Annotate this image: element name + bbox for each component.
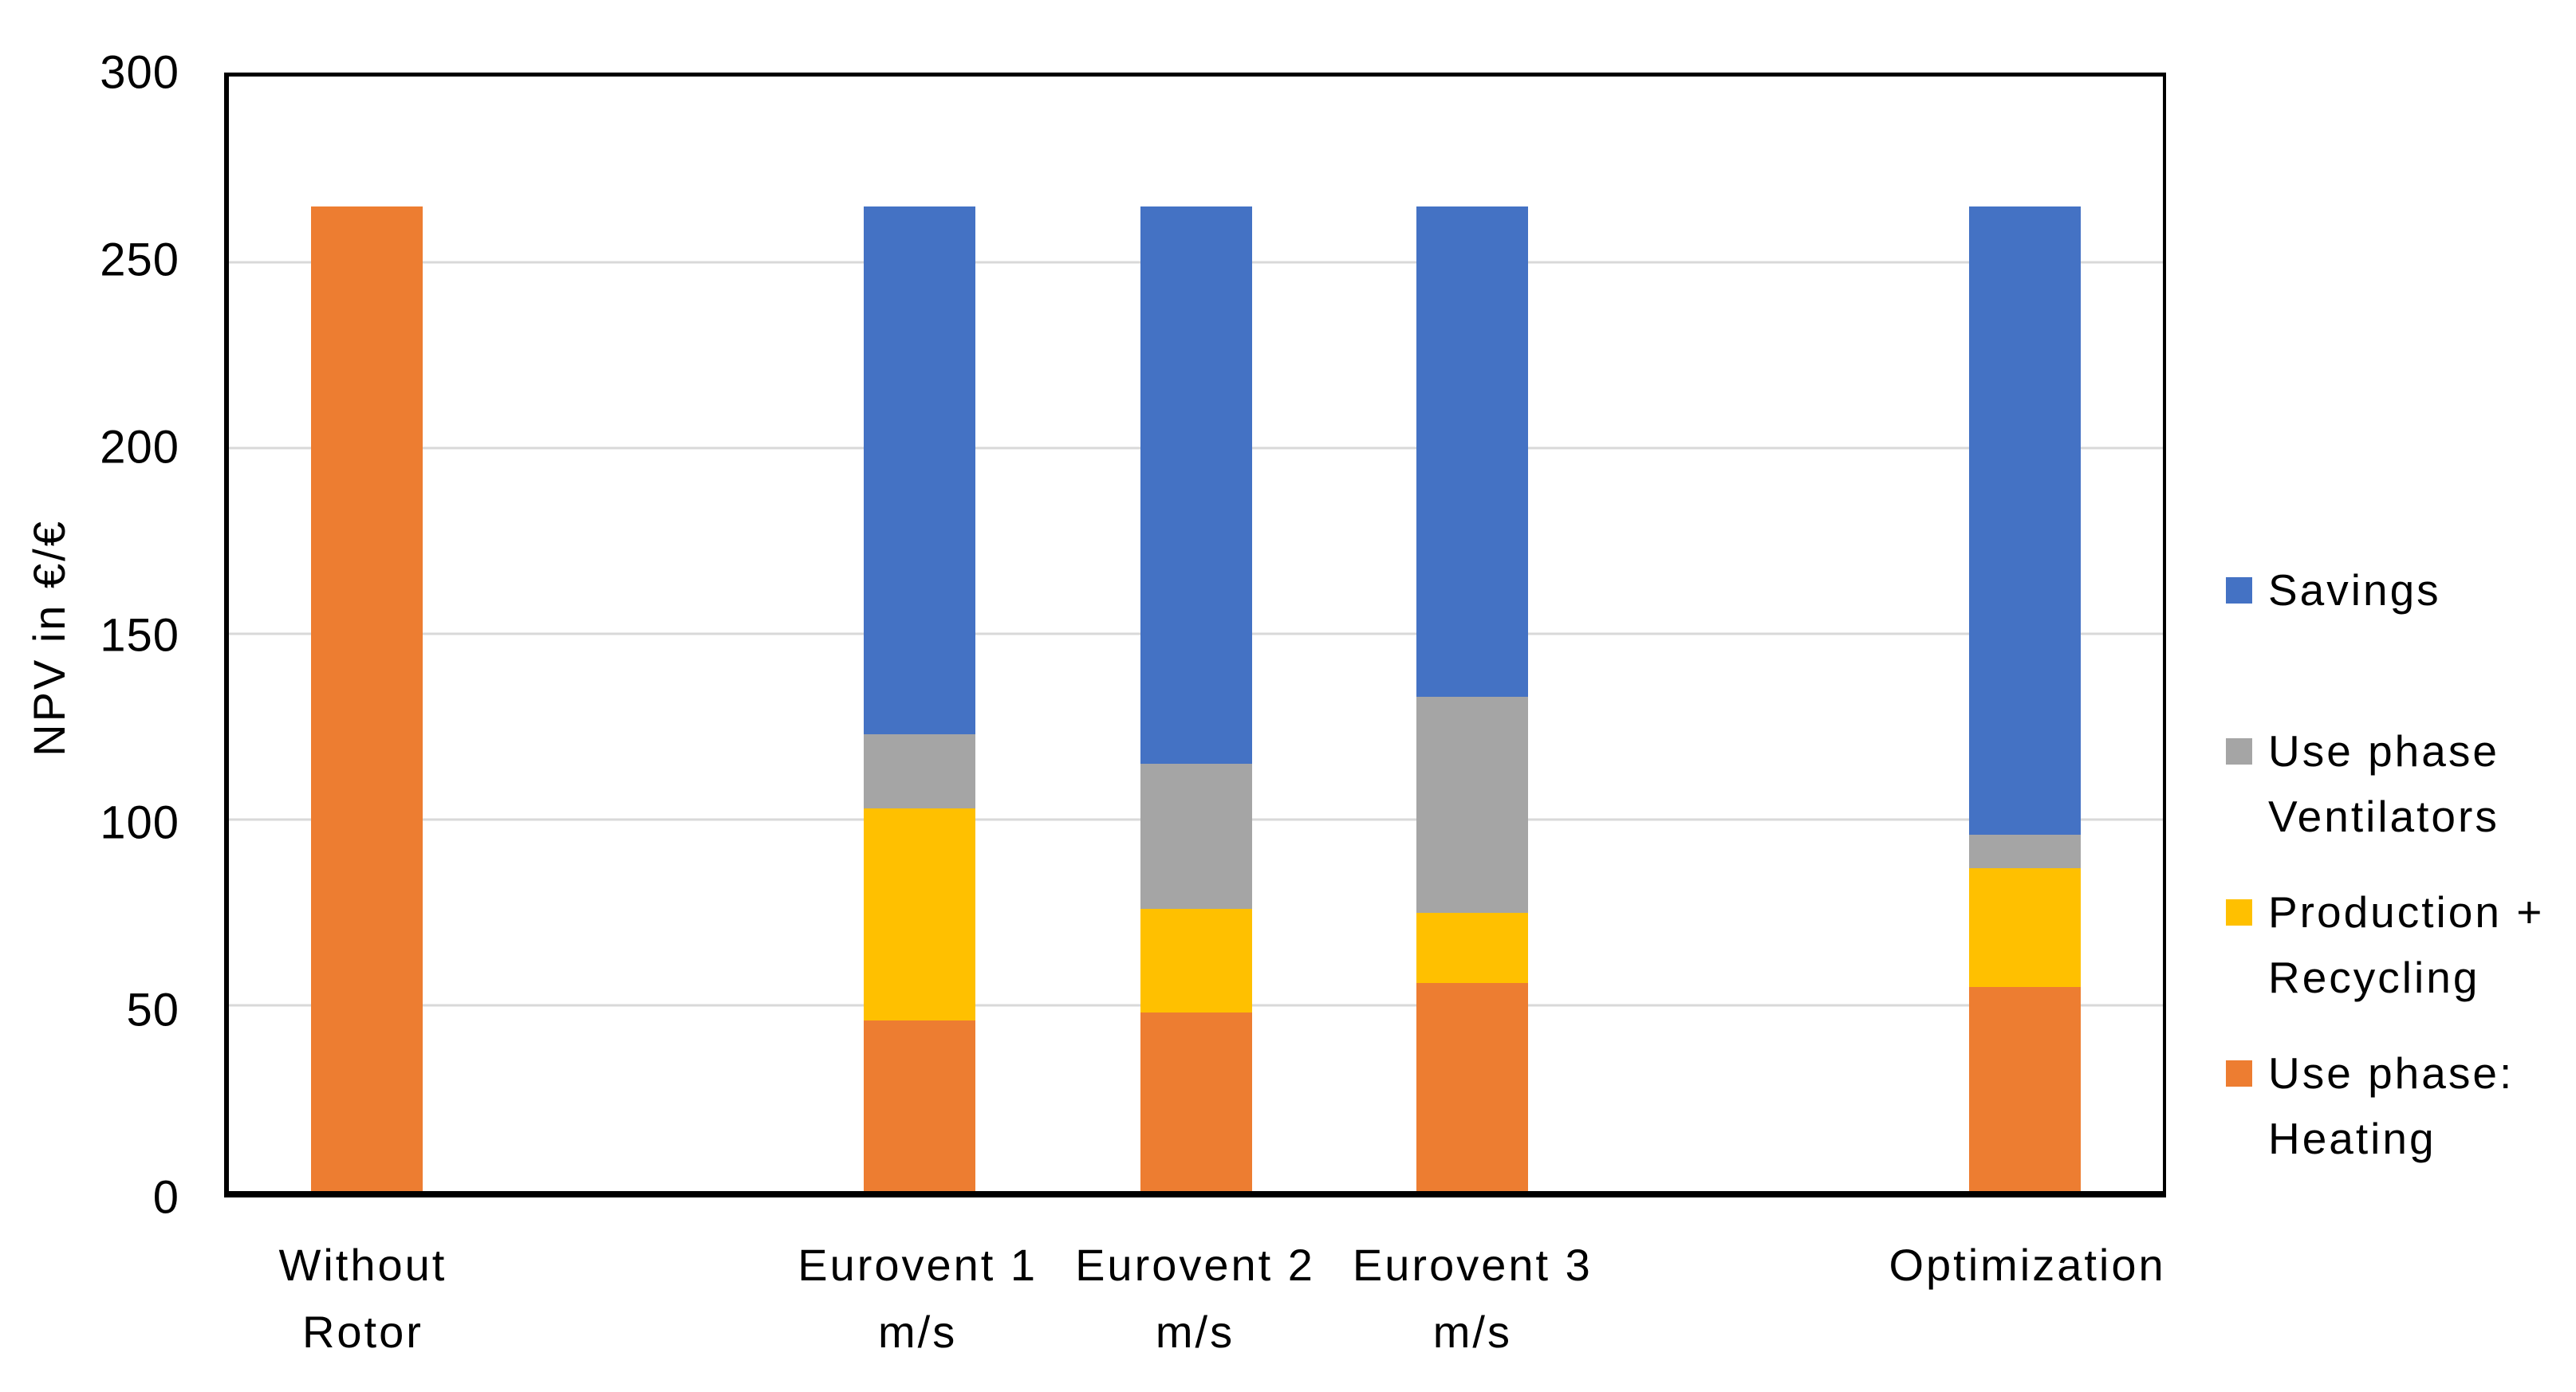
bar-segment — [864, 206, 976, 734]
bar-segment — [1416, 206, 1528, 698]
legend-marker-icon — [2226, 1060, 2252, 1087]
legend-label: Production + Recycling — [2268, 879, 2544, 1010]
legend-label-line: Heating — [2268, 1114, 2436, 1163]
bar-segment — [1140, 1013, 1252, 1191]
bar-segment — [1140, 206, 1252, 765]
legend: Savings Use phase Ventilators Production + R… — [2226, 0, 2569, 1392]
bar-segment — [1416, 912, 1528, 984]
legend-item-use-phase-ventilators: Use phase Ventilators — [2226, 718, 2499, 849]
x-label-optimization: Optimization — [1852, 1232, 2203, 1299]
y-tick-label-200: 200 — [100, 421, 179, 474]
bar-segment — [1140, 764, 1252, 909]
legend-marker-icon — [2226, 577, 2252, 604]
y-tick-label-250: 250 — [100, 234, 179, 286]
legend-label: Use phase: Heating — [2268, 1040, 2514, 1171]
bar-segment — [1968, 986, 2081, 1191]
legend-label: Use phase Ventilators — [2268, 718, 2499, 849]
y-tick-label-0: 0 — [152, 1171, 179, 1224]
y-axis-tick-labels: 0 50 100 150 200 250 300 — [0, 47, 179, 1224]
bar-segment — [1968, 206, 2081, 835]
x-label-line: m/s — [878, 1307, 958, 1357]
x-label-line: Without — [278, 1240, 447, 1290]
bar-without-rotor — [311, 77, 423, 1191]
x-label-eurovent-1-m-s: Eurovent 1 m/s — [742, 1232, 1093, 1366]
bar-segment — [1416, 697, 1528, 913]
x-label-without-rotor: Without Rotor — [187, 1232, 538, 1366]
bar-eurovent-1-m-s — [864, 77, 976, 1191]
legend-item-use-phase-heating: Use phase: Heating — [2226, 1040, 2514, 1171]
legend-item-production-recycling: Production + Recycling — [2226, 879, 2544, 1010]
x-label-line: Eurovent 3 — [1352, 1240, 1593, 1290]
legend-label: Savings — [2268, 557, 2441, 623]
bar-segment — [1968, 867, 2081, 987]
legend-label-line: Ventilators — [2268, 792, 2499, 841]
bar-segment — [864, 1020, 976, 1191]
x-label-line: Eurovent 2 — [1075, 1240, 1315, 1290]
x-label-line: m/s — [1432, 1307, 1512, 1357]
plot-area — [224, 73, 2166, 1197]
x-label-line: m/s — [1155, 1307, 1235, 1357]
legend-label-line: Use phase — [2268, 726, 2499, 776]
bar-segment — [864, 733, 976, 809]
bar-segment — [1140, 908, 1252, 1013]
x-label-line: Optimization — [1889, 1240, 2166, 1290]
bar-optimization — [1968, 77, 2081, 1191]
bar-eurovent-2-m-s — [1140, 77, 1252, 1191]
bar-segment — [864, 808, 976, 1020]
x-label-eurovent-2-m-s: Eurovent 2 m/s — [1020, 1232, 1371, 1366]
bar-segment — [311, 206, 423, 1191]
x-label-line: Eurovent 1 — [798, 1240, 1038, 1290]
legend-label-line: Production + — [2268, 887, 2545, 937]
legend-label-line: Savings — [2268, 565, 2441, 615]
bar-eurovent-3-m-s — [1416, 77, 1528, 1191]
x-label-line: Rotor — [301, 1307, 423, 1357]
y-tick-label-300: 300 — [100, 46, 179, 99]
legend-marker-icon — [2226, 738, 2252, 765]
y-tick-label-100: 100 — [100, 796, 179, 849]
y-tick-label-150: 150 — [100, 609, 179, 661]
legend-marker-icon — [2226, 899, 2252, 926]
legend-label-line: Recycling — [2268, 953, 2480, 1002]
y-tick-label-50: 50 — [126, 984, 179, 1036]
bar-segment — [1416, 983, 1528, 1191]
bar-segment — [1968, 834, 2081, 868]
legend-item-savings: Savings — [2226, 557, 2441, 623]
x-label-eurovent-3-m-s: Eurovent 3 m/s — [1297, 1232, 1648, 1366]
legend-label-line: Use phase: — [2268, 1048, 2515, 1098]
